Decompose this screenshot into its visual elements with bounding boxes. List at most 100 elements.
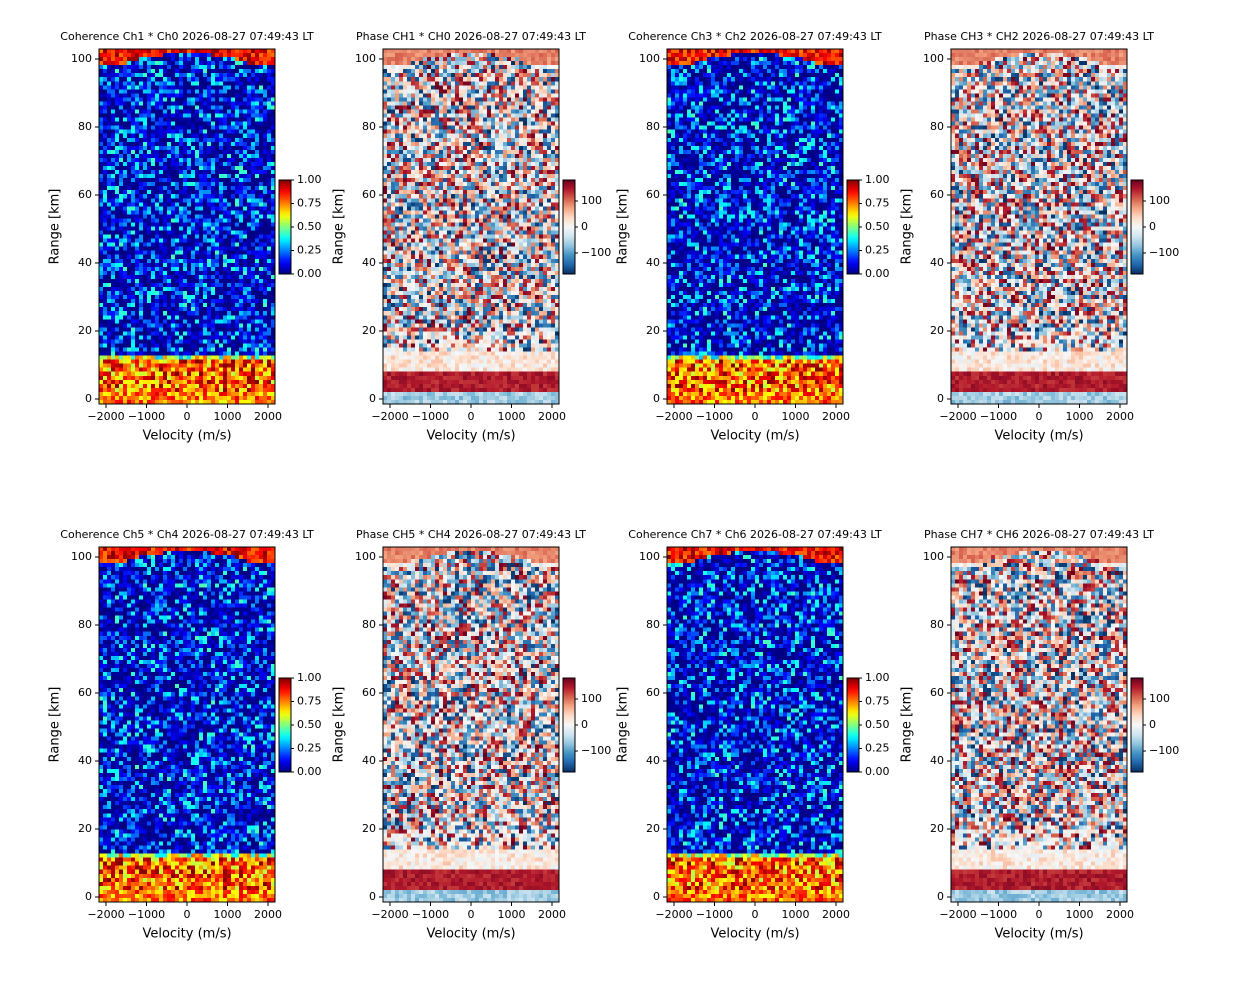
subplot-title: Phase CH5 * CH4 2026-08-27 07:49:43 LT xyxy=(356,528,586,541)
x-tick-label: 2000 xyxy=(538,908,566,921)
subplot: Phase CH3 * CH2 2026-08-27 07:49:43 LT −2… xyxy=(900,30,1180,444)
y-tick-label: 100 xyxy=(923,52,944,65)
colorbar-tick-label: −100 xyxy=(1149,744,1179,757)
x-tick-label: 1000 xyxy=(1065,410,1093,423)
colorbar xyxy=(1130,677,1144,773)
y-tick-label: 0 xyxy=(937,392,944,405)
y-tick-label: 40 xyxy=(362,754,376,767)
colorbar xyxy=(846,179,860,275)
x-tick-label: 0 xyxy=(468,410,475,423)
x-tick-label: 2000 xyxy=(538,410,566,423)
y-tick-label: 20 xyxy=(362,822,376,835)
x-tick-label: −1000 xyxy=(980,410,1017,423)
colorbar-tick-label: 0.50 xyxy=(297,718,322,731)
y-tick-label: 60 xyxy=(362,686,376,699)
subplot: Phase CH1 * CH0 2026-08-27 07:49:43 LT −2… xyxy=(332,30,612,444)
y-tick-label: 40 xyxy=(362,256,376,269)
colorbar-tick-label: −100 xyxy=(1149,246,1179,259)
y-tick-label: 40 xyxy=(78,754,92,767)
colorbar-tick-label: 0.25 xyxy=(865,742,890,755)
y-tick-label: 20 xyxy=(646,324,660,337)
y-axis-label: Range [km] xyxy=(900,189,915,265)
y-tick-label: 80 xyxy=(78,618,92,631)
y-axis-label: Range [km] xyxy=(48,189,63,265)
y-tick-label: 60 xyxy=(362,188,376,201)
y-tick-label: 100 xyxy=(71,550,92,563)
colorbar-tick-label: 100 xyxy=(1149,194,1170,207)
x-tick-label: −1000 xyxy=(128,908,165,921)
y-tick-label: 60 xyxy=(78,686,92,699)
subplot-title: Coherence Ch7 * Ch6 2026-08-27 07:49:43 … xyxy=(628,528,882,541)
y-tick-label: 100 xyxy=(355,52,376,65)
y-tick-label: 20 xyxy=(78,822,92,835)
y-tick-label: 40 xyxy=(78,256,92,269)
x-tick-label: 2000 xyxy=(822,410,850,423)
y-axis-label: Range [km] xyxy=(332,189,347,265)
y-tick-label: 100 xyxy=(639,550,660,563)
heatmap-image xyxy=(667,49,844,405)
colorbar-tick-label: 1.00 xyxy=(865,173,890,186)
x-tick-label: 1000 xyxy=(213,908,241,921)
x-tick-label: −1000 xyxy=(696,908,733,921)
colorbar xyxy=(1130,179,1144,275)
colorbar-tick-label: 100 xyxy=(581,194,602,207)
colorbar xyxy=(278,677,292,773)
y-tick-label: 100 xyxy=(71,52,92,65)
y-tick-label: 0 xyxy=(653,392,660,405)
x-tick-label: 2000 xyxy=(822,908,850,921)
colorbar-tick-label: 100 xyxy=(1149,692,1170,705)
y-tick-label: 0 xyxy=(85,392,92,405)
subplot: Coherence Ch1 * Ch0 2026-08-27 07:49:43 … xyxy=(48,30,322,444)
colorbar-tick-label: 0.00 xyxy=(865,765,890,778)
colorbar-tick-label: 1.00 xyxy=(297,173,322,186)
y-axis-label: Range [km] xyxy=(616,189,631,265)
colorbar-tick-label: 0.50 xyxy=(297,220,322,233)
x-tick-label: −2000 xyxy=(87,410,124,423)
x-tick-label: 0 xyxy=(468,908,475,921)
x-tick-label: −1000 xyxy=(696,410,733,423)
x-tick-label: −2000 xyxy=(371,410,408,423)
colorbar-tick-label: 0 xyxy=(1149,220,1156,233)
colorbar-tick-label: 0.75 xyxy=(297,197,322,210)
y-tick-label: 100 xyxy=(923,550,944,563)
y-tick-label: 80 xyxy=(930,120,944,133)
x-tick-label: 0 xyxy=(752,908,759,921)
colorbar-tick-label: 0.75 xyxy=(297,695,322,708)
y-axis-label: Range [km] xyxy=(900,687,915,763)
subplot: Coherence Ch3 * Ch2 2026-08-27 07:49:43 … xyxy=(616,30,890,444)
y-tick-label: 0 xyxy=(85,890,92,903)
colorbar-tick-label: 0.00 xyxy=(297,267,322,280)
colorbar-tick-label: 0.75 xyxy=(865,695,890,708)
x-tick-label: −1000 xyxy=(412,908,449,921)
colorbar-tick-label: −100 xyxy=(581,744,611,757)
x-tick-label: −2000 xyxy=(939,410,976,423)
colorbar xyxy=(278,179,292,275)
subplot-title: Phase CH1 * CH0 2026-08-27 07:49:43 LT xyxy=(356,30,586,43)
heatmap-image xyxy=(383,49,560,405)
colorbar-tick-label: 0 xyxy=(581,718,588,731)
y-axis-label: Range [km] xyxy=(48,687,63,763)
x-axis-label: Velocity (m/s) xyxy=(426,927,515,942)
y-tick-label: 80 xyxy=(78,120,92,133)
x-tick-label: 1000 xyxy=(781,410,809,423)
y-tick-label: 20 xyxy=(362,324,376,337)
x-tick-label: −2000 xyxy=(655,908,692,921)
heatmap-image xyxy=(667,547,844,903)
x-axis-label: Velocity (m/s) xyxy=(994,927,1083,942)
colorbar xyxy=(562,677,576,773)
y-tick-label: 20 xyxy=(930,324,944,337)
x-tick-label: 0 xyxy=(184,410,191,423)
x-tick-label: −2000 xyxy=(371,908,408,921)
subplot-title: Coherence Ch1 * Ch0 2026-08-27 07:49:43 … xyxy=(60,30,314,43)
x-tick-label: 2000 xyxy=(1106,908,1134,921)
colorbar-tick-label: 1.00 xyxy=(297,671,322,684)
colorbar-tick-label: 0 xyxy=(1149,718,1156,731)
heatmap-image xyxy=(99,547,276,903)
colorbar-tick-label: 100 xyxy=(581,692,602,705)
y-tick-label: 0 xyxy=(653,890,660,903)
y-tick-label: 20 xyxy=(930,822,944,835)
colorbar-tick-label: 0.75 xyxy=(865,197,890,210)
heatmap-image xyxy=(99,49,276,405)
subplot-title: Coherence Ch3 * Ch2 2026-08-27 07:49:43 … xyxy=(628,30,882,43)
